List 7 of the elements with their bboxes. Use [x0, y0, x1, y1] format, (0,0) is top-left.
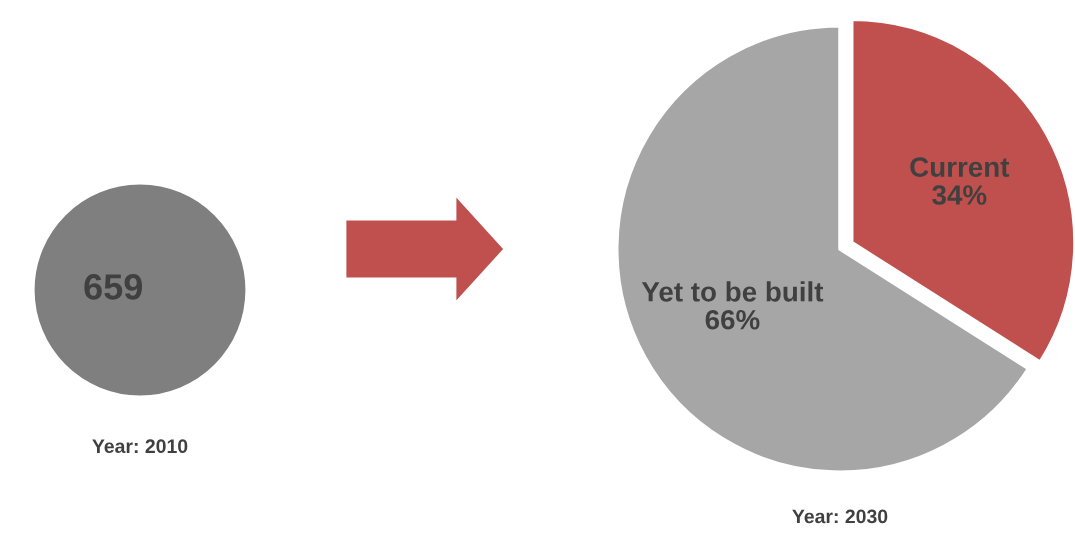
text: Year: 2030	[792, 509, 888, 524]
slice-label: Current	[910, 157, 1010, 177]
data-label: 34%	[932, 185, 987, 205]
data-label: 659	[84, 274, 142, 300]
data-label: 66%	[705, 309, 760, 330]
text: Year: 2010	[92, 439, 188, 454]
slice-label: Yet to be built	[641, 281, 824, 302]
